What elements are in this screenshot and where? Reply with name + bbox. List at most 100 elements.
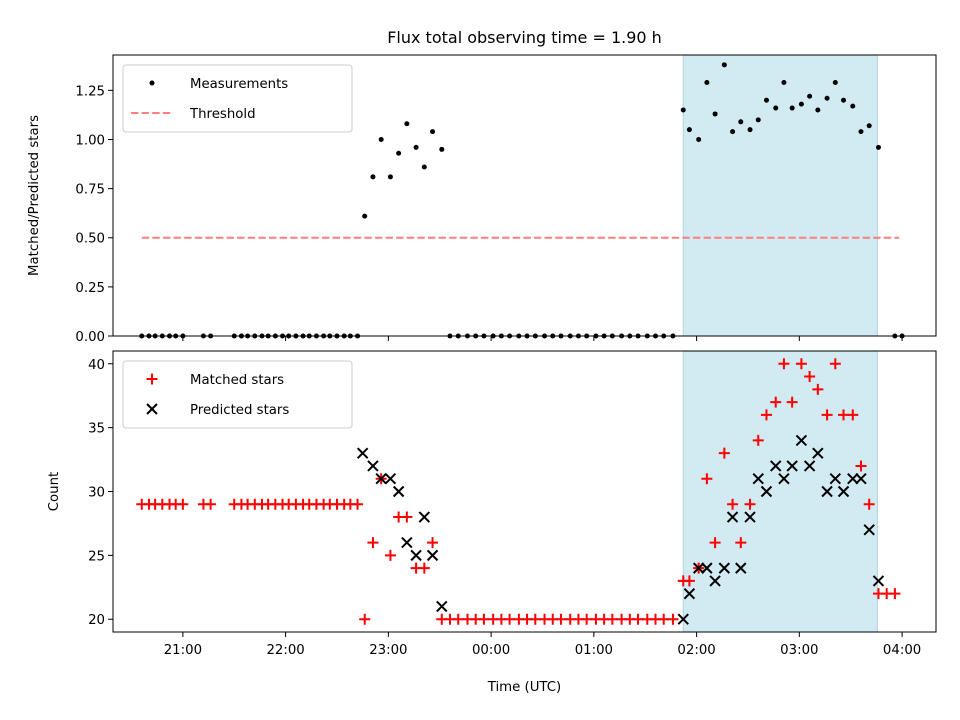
bottom-y-tick-label: 25: [88, 549, 105, 564]
matched-star-point: [632, 613, 644, 625]
matched-star-point: [401, 511, 413, 523]
measurement-point: [421, 164, 427, 170]
figure-title: Flux total observing time = 1.90 h: [387, 28, 662, 47]
matched-star-point: [727, 498, 739, 510]
predicted-star-point: [855, 473, 867, 485]
matched-star-point: [384, 549, 396, 561]
predicted-star-point: [418, 511, 431, 523]
matched-star-point: [778, 358, 790, 370]
measurement-point: [439, 146, 445, 152]
measurement-point: [815, 107, 821, 113]
measurement-point: [686, 127, 692, 133]
predicted-star-point: [863, 524, 875, 536]
bottom-y-tick-label: 20: [88, 613, 105, 628]
predicted-star-point: [795, 434, 808, 447]
measurement-point: [841, 97, 847, 103]
bottom-panel: 20 25 30 35 40 21:00 22:00 23:00 00:00 01:00 02:00…: [47, 350, 937, 658]
measurement-point: [370, 174, 376, 180]
predicted-star-point: [718, 562, 731, 574]
matched-star-point: [812, 383, 824, 395]
matched-star-point: [667, 613, 679, 625]
measurement-point: [680, 107, 686, 113]
matched-star-point: [855, 460, 867, 472]
measurement-point: [747, 127, 753, 133]
predicted-star-point: [410, 549, 422, 562]
x-tick-label: 03:00: [780, 643, 818, 658]
bottom-y-tick-label: 35: [88, 422, 105, 437]
matched-star-point: [744, 498, 756, 510]
measurement-point: [378, 136, 384, 142]
measurement-point: [362, 213, 368, 219]
matched-star-point: [760, 409, 772, 421]
predicted-star-point: [821, 485, 833, 498]
top-y-tick-label: 0.25: [75, 281, 105, 296]
top-y-axis-label: Matched/Predicted stars: [27, 115, 42, 276]
predicted-star-point: [812, 447, 824, 459]
predicted-star-point: [436, 600, 448, 613]
measurement-point: [755, 117, 761, 123]
predicted-star-point: [760, 485, 773, 498]
top-y-tick-label: 1.00: [75, 133, 105, 148]
predicted-star-point: [752, 473, 764, 485]
predicted-star-point: [683, 587, 696, 600]
predicted-star-point: [786, 460, 798, 472]
predicted-star-point: [401, 536, 413, 549]
measurement-point: [773, 105, 779, 111]
bottom-legend-box: [122, 360, 353, 429]
predicted-star-point: [770, 460, 782, 472]
predicted-star-point: [375, 473, 387, 485]
matched-star-point: [829, 358, 841, 370]
matched-star-point: [581, 613, 593, 625]
measurement-point: [430, 129, 436, 135]
predicted-star-point: [367, 460, 379, 472]
predicted-star-point: [837, 485, 850, 498]
matched-star-point: [735, 537, 747, 549]
predicted-star-point: [426, 549, 439, 562]
matched-star-point: [367, 537, 379, 549]
matched-star-point: [205, 498, 217, 510]
matched-star-point: [352, 498, 364, 510]
top-axes-frame: [112, 54, 937, 337]
predicted-star-point: [356, 447, 369, 459]
matched-star-point: [452, 613, 464, 625]
measurement-point: [413, 144, 419, 150]
top-legend-label: Measurements: [190, 77, 288, 92]
measurement-point: [387, 174, 393, 180]
measurement-point: [404, 121, 410, 127]
predicted-star-point: [803, 460, 816, 472]
matched-star-point: [847, 409, 859, 421]
x-tick-label: 23:00: [369, 643, 407, 658]
measurement-point: [721, 62, 727, 68]
predicted-star-point: [829, 473, 842, 485]
x-tick-label: 02:00: [677, 643, 715, 658]
matched-star-point: [718, 447, 730, 459]
measurement-point: [730, 129, 736, 135]
matched-star-point: [770, 396, 782, 408]
bottom-legend-label: Matched stars: [190, 373, 284, 388]
x-tick-label: 21:00: [164, 643, 202, 658]
measurement-point: [866, 123, 872, 129]
bottom-axes-frame: [112, 350, 937, 633]
matched-star-point: [795, 358, 807, 370]
x-tick-label: 00:00: [472, 643, 510, 658]
matched-star-point: [821, 409, 833, 421]
matched-star-point: [863, 498, 875, 510]
matched-star-point: [658, 613, 670, 625]
legend-matched-marker: [146, 373, 158, 385]
predicted-star-point: [735, 562, 747, 574]
bottom-highlight-span: [682, 350, 878, 633]
top-y-tick-label: 0.50: [75, 232, 105, 247]
predicted-star-point: [744, 511, 756, 523]
matched-star-point: [889, 588, 901, 600]
measurement-point: [858, 129, 864, 135]
measurement-point: [798, 101, 804, 107]
predicted-star-point: [872, 575, 885, 587]
matched-star-point: [177, 498, 189, 510]
predicted-star-point: [692, 562, 705, 574]
top-highlight-span: [682, 54, 878, 337]
predicted-star-point: [778, 473, 790, 485]
matched-star-point: [555, 613, 567, 625]
matched-star-point: [709, 537, 721, 549]
predicted-star-point: [709, 575, 721, 587]
